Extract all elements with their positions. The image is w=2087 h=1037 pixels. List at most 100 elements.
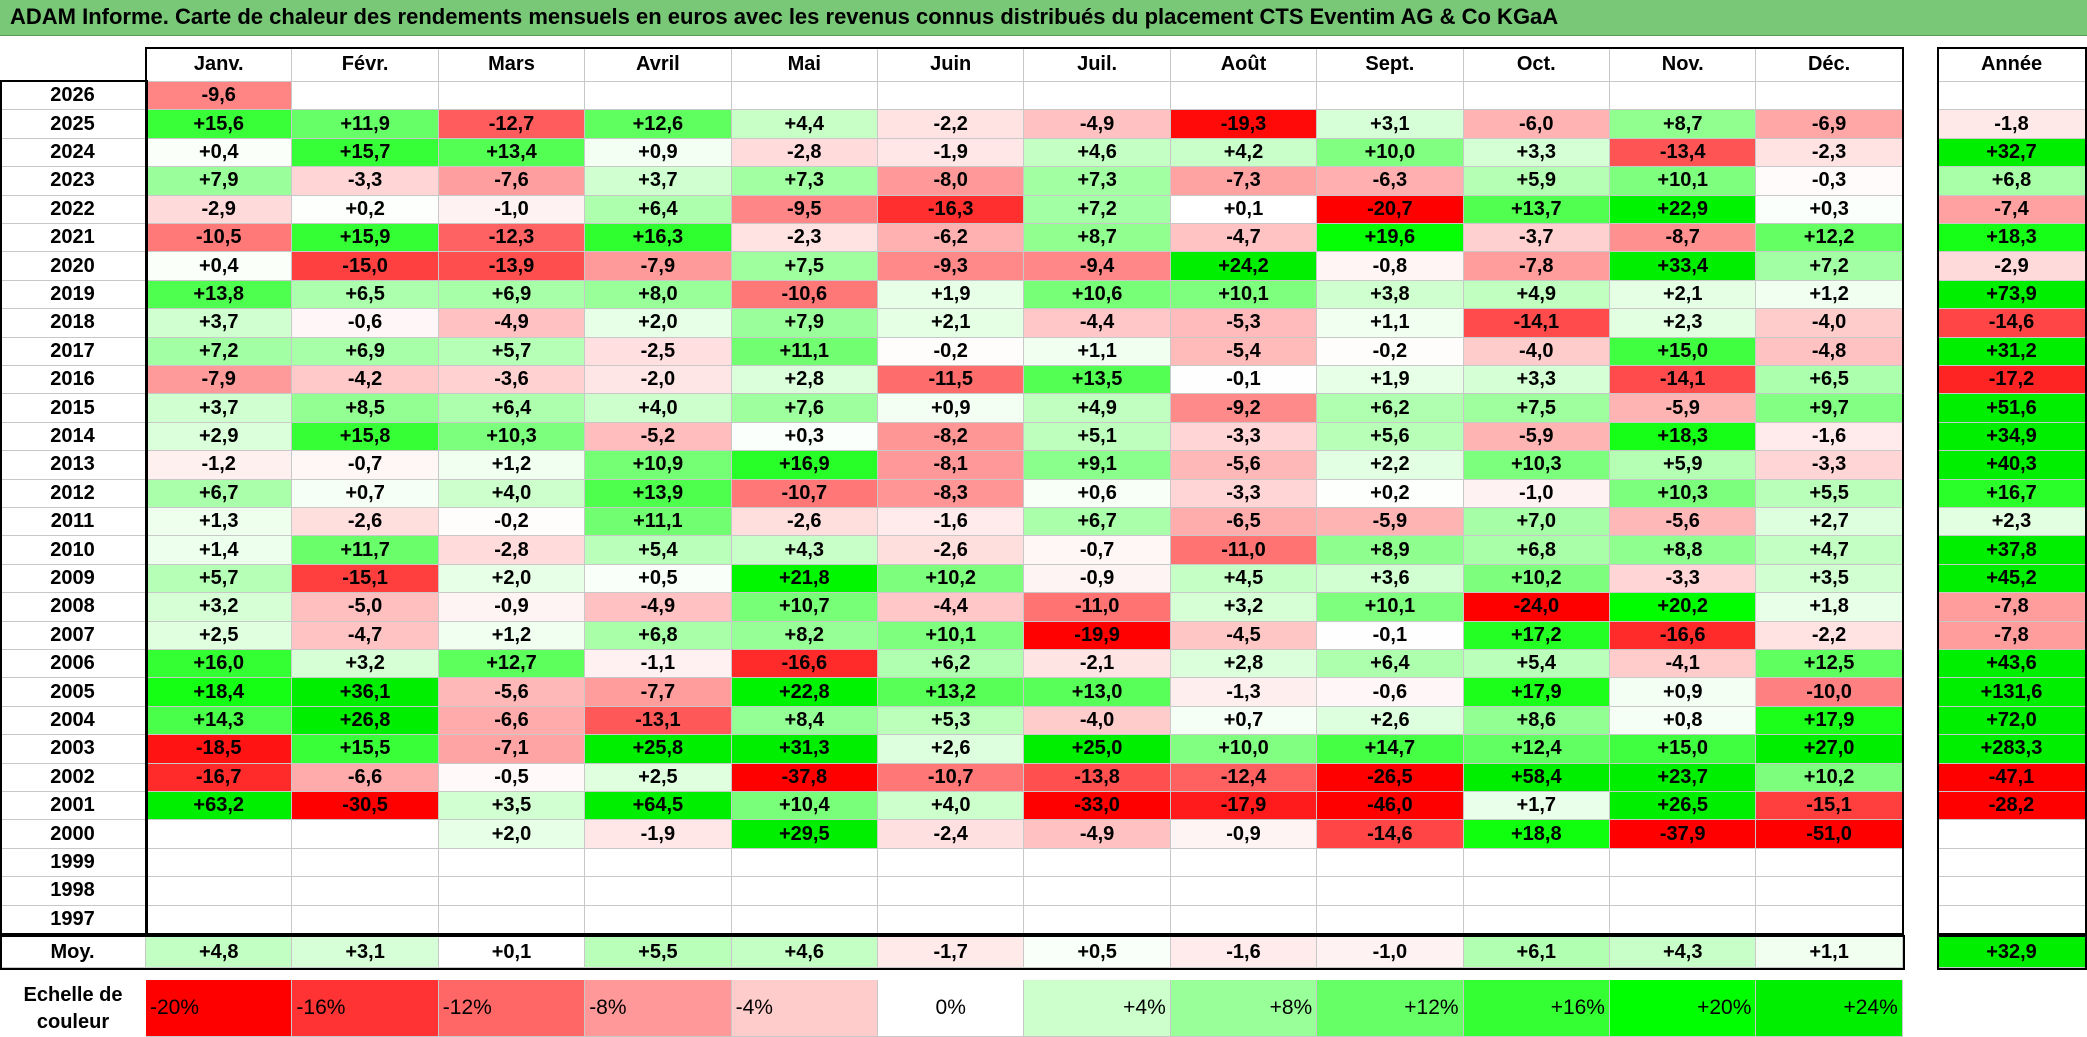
heatmap-cell: -33,0 (1024, 792, 1171, 821)
heatmap-cell: -11,5 (878, 366, 1025, 395)
annual-cell: +43,6 (1938, 650, 2086, 679)
color-scale-stop: -12% (438, 980, 586, 1037)
annual-cell (1938, 820, 2086, 849)
heatmap-cell: +11,9 (292, 110, 439, 139)
heatmap-cell (1610, 82, 1757, 111)
heatmap-cell: +3,7 (146, 309, 293, 338)
heatmap-cell: +18,8 (1463, 820, 1610, 849)
heatmap-cell: +0,7 (292, 479, 439, 508)
heatmap-cell: +6,4 (438, 394, 586, 423)
heatmap-cell: +0,1 (1170, 195, 1318, 224)
annual-cell: -7,4 (1938, 195, 2086, 224)
heatmap-cell (1756, 877, 1903, 906)
heatmap-cell: +3,5 (438, 792, 586, 821)
heatmap-cell: +25,8 (585, 735, 732, 764)
heatmap-cell: -7,7 (585, 678, 732, 707)
year-label: 2024 (0, 138, 146, 168)
heatmap-cell: -4,7 (292, 621, 439, 650)
heatmap-cell: -0,8 (1317, 252, 1464, 281)
month-header: Janv. (146, 48, 293, 82)
color-scale-stop: -4% (731, 980, 878, 1037)
heatmap-cell (1024, 848, 1171, 878)
heatmap-cell: -10,5 (146, 224, 293, 253)
heatmap-cell: -12,7 (438, 110, 586, 139)
average-cell: -1,6 (1170, 937, 1318, 968)
color-scale-stop: +4% (1024, 980, 1171, 1037)
color-scale-label: Echelle de couleur (23, 983, 123, 1033)
heatmap-cell: -1,3 (1170, 678, 1318, 707)
year-label: 1998 (0, 877, 146, 906)
heatmap-cell: -4,7 (1170, 224, 1318, 253)
annual-cell: +6,8 (1938, 167, 2086, 196)
heatmap-cell (1170, 877, 1318, 906)
heatmap-cell: +6,7 (1024, 508, 1171, 537)
heatmap-cell: +6,4 (1317, 650, 1464, 679)
heatmap-cell: +12,6 (585, 110, 732, 139)
heatmap-cell: -2,6 (878, 536, 1025, 565)
color-scale-stop: +12% (1317, 980, 1464, 1037)
heatmap-cell: +4,2 (1170, 138, 1318, 168)
heatmap-cell: -0,6 (1317, 678, 1464, 707)
month-header: Févr. (292, 48, 439, 82)
heatmap-cell: +8,4 (731, 706, 878, 736)
heatmap-cell: -24,0 (1463, 593, 1610, 622)
heatmap-cell: +6,2 (878, 650, 1025, 679)
heatmap-cell: -1,6 (1756, 422, 1903, 452)
heatmap-cell: +6,8 (585, 621, 732, 650)
heatmap-cell (1317, 877, 1464, 906)
month-header: Août (1170, 48, 1318, 82)
heatmap-cell: -0,9 (1024, 564, 1171, 594)
heatmap-cell: +2,0 (438, 564, 586, 594)
heatmap-cell (1756, 82, 1903, 111)
heatmap-cell (146, 820, 293, 849)
year-label: 2019 (0, 280, 146, 310)
heatmap-cell: +8,9 (1317, 536, 1464, 565)
heatmap-cell: +3,3 (1463, 366, 1610, 395)
heatmap-cell: +3,6 (1317, 564, 1464, 594)
average-cell: +6,1 (1463, 937, 1610, 968)
heatmap-cell: -7,3 (1170, 167, 1318, 196)
heatmap-cell: +4,5 (1170, 564, 1318, 594)
heatmap-cell: +16,3 (585, 224, 732, 253)
heatmap-cell: -3,3 (1756, 451, 1903, 480)
heatmap-cell: +27,0 (1756, 735, 1903, 764)
heatmap-cell: +14,7 (1317, 735, 1464, 764)
heatmap-cell: +29,5 (731, 820, 878, 849)
heatmap-cell (1317, 905, 1464, 934)
heatmap-cell (585, 82, 732, 111)
heatmap-cell (878, 877, 1025, 906)
heatmap-cell: -6,3 (1317, 167, 1464, 196)
heatmap-cell: -16,6 (731, 650, 878, 679)
month-header: Nov. (1610, 48, 1757, 82)
heatmap-cell: -19,9 (1024, 621, 1171, 650)
heatmap-cell: +31,3 (731, 735, 878, 764)
heatmap-cell: +5,7 (146, 564, 293, 594)
heatmap-cell: +0,5 (585, 564, 732, 594)
heatmap-cell: +10,1 (1170, 280, 1318, 310)
heatmap-cell (1317, 82, 1464, 111)
heatmap-cell: +5,4 (1463, 650, 1610, 679)
heatmap-cell: +2,7 (1756, 508, 1903, 537)
heatmap-cell: +17,2 (1463, 621, 1610, 650)
heatmap-cell (1756, 905, 1903, 934)
heatmap-cell: -5,2 (585, 422, 732, 452)
heatmap-cell: -10,6 (731, 280, 878, 310)
heatmap-cell: +7,6 (731, 394, 878, 423)
heatmap-cell: -9,6 (146, 82, 293, 111)
heatmap-cell: +1,4 (146, 536, 293, 565)
annual-cell: -2,9 (1938, 252, 2086, 281)
year-label: 2003 (0, 735, 146, 764)
heatmap-cell: -1,2 (146, 451, 293, 480)
heatmap-cell (1024, 82, 1171, 111)
heatmap-cell: +1,9 (878, 280, 1025, 310)
heatmap-cell: +11,1 (731, 337, 878, 366)
heatmap-cell: +13,9 (585, 479, 732, 508)
heatmap-cell: +13,8 (146, 280, 293, 310)
year-label: 1997 (0, 905, 146, 934)
heatmap-cell (1463, 877, 1610, 906)
heatmap-cell: -2,8 (438, 536, 586, 565)
heatmap-cell: -3,3 (1170, 422, 1318, 452)
heatmap-cell: +16,9 (731, 451, 878, 480)
month-header: Juil. (1024, 48, 1171, 82)
heatmap-cell: +6,5 (1756, 366, 1903, 395)
